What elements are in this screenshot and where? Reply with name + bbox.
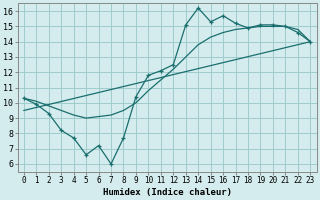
X-axis label: Humidex (Indice chaleur): Humidex (Indice chaleur) bbox=[103, 188, 232, 197]
